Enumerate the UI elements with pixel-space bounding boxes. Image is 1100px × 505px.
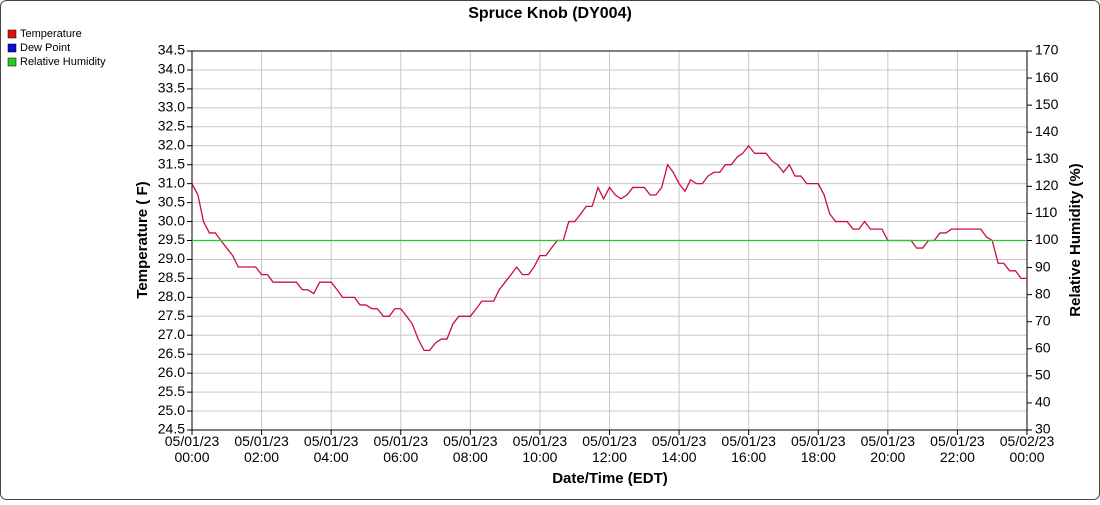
x-tick-label-line: 05/01/23	[234, 433, 289, 449]
y2-tick-label: 150	[1035, 96, 1059, 112]
x-tick-label: 05/02/23 00:00	[1000, 433, 1055, 465]
x-tick-label: 05/01/23 20:00	[861, 433, 916, 465]
y-tick-label: 32.0	[158, 136, 185, 152]
y2-tick-label: 110	[1035, 204, 1058, 220]
x-tick-label-line: 05/01/23	[374, 433, 429, 449]
series-line	[191, 144, 1027, 352]
legend-swatch	[7, 43, 17, 53]
legend-label: Relative Humidity	[20, 56, 106, 68]
x-tick-label-line: 05/02/23	[1000, 433, 1055, 449]
x-tick-label: 05/01/23 12:00	[582, 433, 637, 465]
x-tick-label-line: 18:00	[801, 449, 836, 465]
x-tick-label-line: 05/01/23	[582, 433, 637, 449]
x-tick-label-line: 05/01/23	[304, 433, 359, 449]
y2-tick-label: 30	[1035, 421, 1051, 437]
x-tick-label: 05/01/23 04:00	[304, 433, 359, 465]
y-tick-label: 31.0	[158, 174, 185, 190]
y2-tick-label: 40	[1035, 394, 1051, 410]
x-tick-label-line: 22:00	[940, 449, 975, 465]
x-tick-label: 05/01/23 02:00	[234, 433, 289, 465]
x-tick-label-line: 00:00	[1009, 449, 1044, 465]
x-tick-label-line: 05/01/23	[721, 433, 776, 449]
x-tick-label: 05/01/23 10:00	[513, 433, 568, 465]
y2-tick-label: 80	[1035, 285, 1051, 301]
x-axis-label: Date/Time (EDT)	[552, 470, 668, 487]
x-tick-label-line: 05/01/23	[861, 433, 916, 449]
x-tick-label-line: 12:00	[592, 449, 627, 465]
y2-axis-label: Relative Humidity (%)	[1067, 163, 1084, 316]
y2-tick-label: 130	[1035, 150, 1059, 166]
y-tick-label: 33.0	[158, 99, 185, 115]
y-tick-label: 29.5	[158, 231, 185, 247]
y-tick-label: 25.5	[158, 383, 185, 399]
y2-tick-label: 70	[1035, 312, 1051, 328]
x-tick-label-line: 14:00	[662, 449, 697, 465]
x-tick-label: 05/01/23 22:00	[930, 433, 985, 465]
x-tick-label-line: 10:00	[522, 449, 557, 465]
legend-label: Temperature	[20, 28, 82, 40]
y2-tick-label: 160	[1035, 69, 1059, 85]
y2-tick-label: 50	[1035, 367, 1051, 383]
x-tick-label-line: 05/01/23	[791, 433, 846, 449]
y-tick-label: 28.5	[158, 269, 185, 285]
y2-tick-label: 120	[1035, 177, 1059, 193]
y-tick-label: 33.5	[158, 80, 185, 96]
y-tick-label: 24.5	[158, 421, 185, 437]
legend-swatch	[7, 29, 17, 39]
x-tick-label-line: 05/01/23	[513, 433, 568, 449]
x-tick-label: 05/01/23 16:00	[721, 433, 776, 465]
x-tick-label-line: 05/01/23	[443, 433, 498, 449]
y-tick-label: 34.0	[158, 61, 185, 77]
y-axis-label: Temperature ( F)	[134, 181, 151, 298]
y-tick-label: 32.5	[158, 118, 185, 134]
x-tick-label-line: 04:00	[314, 449, 349, 465]
y-tick-label: 30.0	[158, 212, 185, 228]
y2-tick-label: 100	[1035, 231, 1059, 247]
x-tick-label-line: 02:00	[244, 449, 279, 465]
x-tick-label-line: 20:00	[870, 449, 905, 465]
chart-title: Spruce Knob (DY004)	[468, 5, 632, 22]
x-tick-label-line: 05/01/23	[930, 433, 985, 449]
x-tick-label: 05/01/23 14:00	[652, 433, 707, 465]
y-tick-label: 30.5	[158, 193, 185, 209]
x-tick-label-line: 06:00	[383, 449, 418, 465]
y-tick-label: 28.0	[158, 288, 185, 304]
x-tick-label: 05/01/23 18:00	[791, 433, 846, 465]
x-tick-label-line: 08:00	[453, 449, 488, 465]
y-tick-label: 34.5	[158, 42, 185, 58]
x-tick-label-line: 05/01/23	[652, 433, 707, 449]
legend-label: Dew Point	[20, 42, 70, 54]
x-tick-label-line: 16:00	[731, 449, 766, 465]
y-tick-label: 27.0	[158, 326, 185, 342]
x-tick-label: 05/01/23 00:00	[165, 433, 220, 465]
y-tick-label: 26.0	[158, 364, 185, 380]
x-tick-label-line: 00:00	[174, 449, 209, 465]
x-tick-label-line: 05/01/23	[165, 433, 220, 449]
x-tick-label: 05/01/23 06:00	[374, 433, 429, 465]
y2-tick-label: 140	[1035, 123, 1059, 139]
y-tick-label: 25.0	[158, 402, 185, 418]
x-tick-label: 05/01/23 08:00	[443, 433, 498, 465]
y2-tick-label: 170	[1035, 42, 1059, 58]
y2-tick-label: 90	[1035, 258, 1051, 274]
y-tick-label: 27.5	[158, 307, 185, 323]
y2-tick-label: 60	[1035, 339, 1051, 355]
legend-swatch	[7, 57, 17, 67]
y-tick-label: 26.5	[158, 345, 185, 361]
y-tick-label: 29.0	[158, 250, 185, 266]
y-tick-label: 31.5	[158, 155, 185, 171]
